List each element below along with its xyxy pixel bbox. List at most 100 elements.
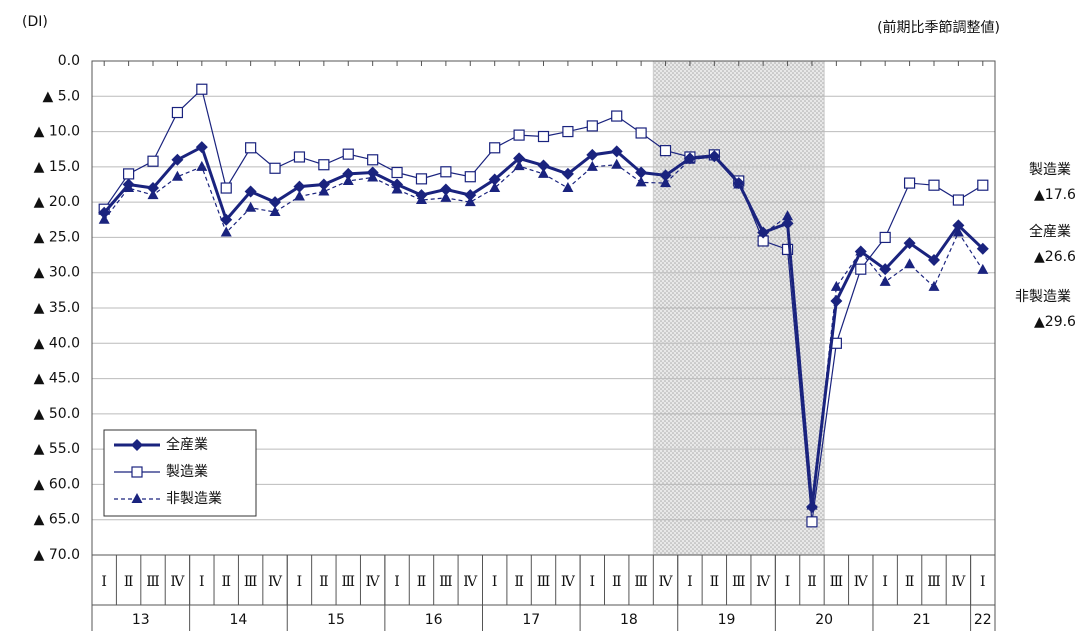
marker: [293, 151, 306, 163]
marker: [293, 180, 306, 193]
marker: [415, 189, 428, 202]
marker: [342, 174, 354, 185]
y-tick-label: ▲ 5.0: [43, 88, 80, 104]
marker: [538, 167, 549, 178]
year-label: 19: [718, 612, 736, 628]
marker: [366, 166, 379, 179]
end-name: 非製造業: [1015, 289, 1071, 305]
marker: [269, 162, 281, 174]
y-tick-label: ▲ 10.0: [34, 124, 80, 140]
marker: [683, 152, 696, 165]
marker: [171, 106, 184, 119]
x-tick-label: Ⅱ: [514, 574, 524, 590]
year-label: 15: [327, 612, 345, 628]
marker: [269, 206, 281, 217]
marker: [611, 158, 623, 169]
marker: [147, 182, 160, 195]
y-tick-label: ▲ 40.0: [34, 335, 80, 351]
end-name: 全産業: [1029, 223, 1071, 240]
legend-label: 非製造業: [166, 491, 222, 507]
marker: [611, 110, 623, 122]
marker: [586, 148, 599, 161]
x-tick-label: Ⅳ: [951, 574, 966, 590]
y-tick-label: ▲ 20.0: [34, 194, 80, 210]
marker: [98, 206, 111, 219]
year-label: 22: [974, 612, 992, 628]
marker: [489, 182, 501, 193]
marker: [245, 142, 257, 154]
marker: [318, 159, 330, 171]
subtitle: (前期比季節調整値): [877, 19, 1000, 36]
marker: [928, 179, 940, 191]
marker: [659, 169, 672, 182]
marker: [439, 183, 452, 196]
marker: [903, 177, 916, 189]
legend-marker: [131, 439, 143, 451]
marker: [782, 210, 794, 221]
marker: [660, 177, 672, 188]
x-tick-label: Ⅲ: [244, 574, 258, 590]
marker: [245, 201, 257, 212]
marker: [147, 155, 159, 167]
marker: [854, 245, 867, 258]
x-tick-label: Ⅳ: [463, 574, 478, 590]
marker: [830, 294, 843, 307]
y-tick-label: ▲ 15.0: [34, 159, 80, 175]
x-tick-label: Ⅰ: [199, 574, 205, 590]
marker: [195, 141, 208, 154]
x-tick-label: Ⅲ: [146, 574, 160, 590]
marker: [513, 129, 525, 141]
x-tick-label: Ⅲ: [634, 574, 648, 590]
x-tick-label: Ⅳ: [756, 574, 771, 590]
marker: [489, 142, 501, 154]
marker: [610, 145, 623, 158]
y-tick-label: ▲ 55.0: [34, 441, 80, 457]
y-tick-label: ▲ 60.0: [34, 476, 80, 492]
marker: [635, 176, 647, 187]
x-tick-label: Ⅰ: [687, 574, 693, 590]
x-tick-label: Ⅱ: [905, 574, 915, 590]
marker: [952, 219, 965, 232]
marker: [635, 127, 647, 139]
marker: [977, 263, 989, 274]
marker: [342, 148, 354, 160]
x-tick-label: Ⅳ: [854, 574, 869, 590]
x-tick-label: Ⅳ: [366, 574, 381, 590]
marker: [464, 196, 476, 207]
marker: [537, 130, 550, 143]
marker: [171, 170, 183, 181]
year-label: 13: [132, 612, 150, 628]
year-label: 21: [913, 612, 931, 628]
marker: [440, 166, 452, 178]
x-tick-label: Ⅰ: [785, 574, 791, 590]
marker: [977, 179, 989, 191]
x-tick-label: Ⅱ: [807, 574, 817, 590]
marker: [342, 167, 355, 180]
x-tick-label: Ⅱ: [221, 574, 231, 590]
x-tick-label: Ⅱ: [319, 574, 329, 590]
x-tick-label: Ⅰ: [492, 574, 498, 590]
marker: [196, 83, 208, 95]
y-tick-label: ▲ 30.0: [34, 265, 80, 281]
marker: [391, 178, 404, 191]
end-value: ▲29.6: [1034, 314, 1076, 330]
marker: [440, 191, 452, 202]
marker: [317, 178, 330, 191]
year-label: 18: [620, 612, 638, 628]
x-tick-label: Ⅲ: [439, 574, 453, 590]
marker: [220, 226, 232, 237]
x-tick-label: Ⅰ: [394, 574, 400, 590]
x-tick-label: Ⅱ: [124, 574, 134, 590]
marker: [757, 226, 770, 239]
x-tick-label: Ⅱ: [612, 574, 622, 590]
year-label: 17: [522, 612, 540, 628]
x-tick-label: Ⅰ: [882, 574, 888, 590]
end-value: ▲26.6: [1034, 249, 1076, 265]
y-tick-label: ▲ 50.0: [34, 406, 80, 422]
legend-marker: [131, 493, 143, 503]
x-tick-label: Ⅲ: [732, 574, 746, 590]
marker: [855, 263, 867, 275]
marker: [561, 167, 574, 180]
